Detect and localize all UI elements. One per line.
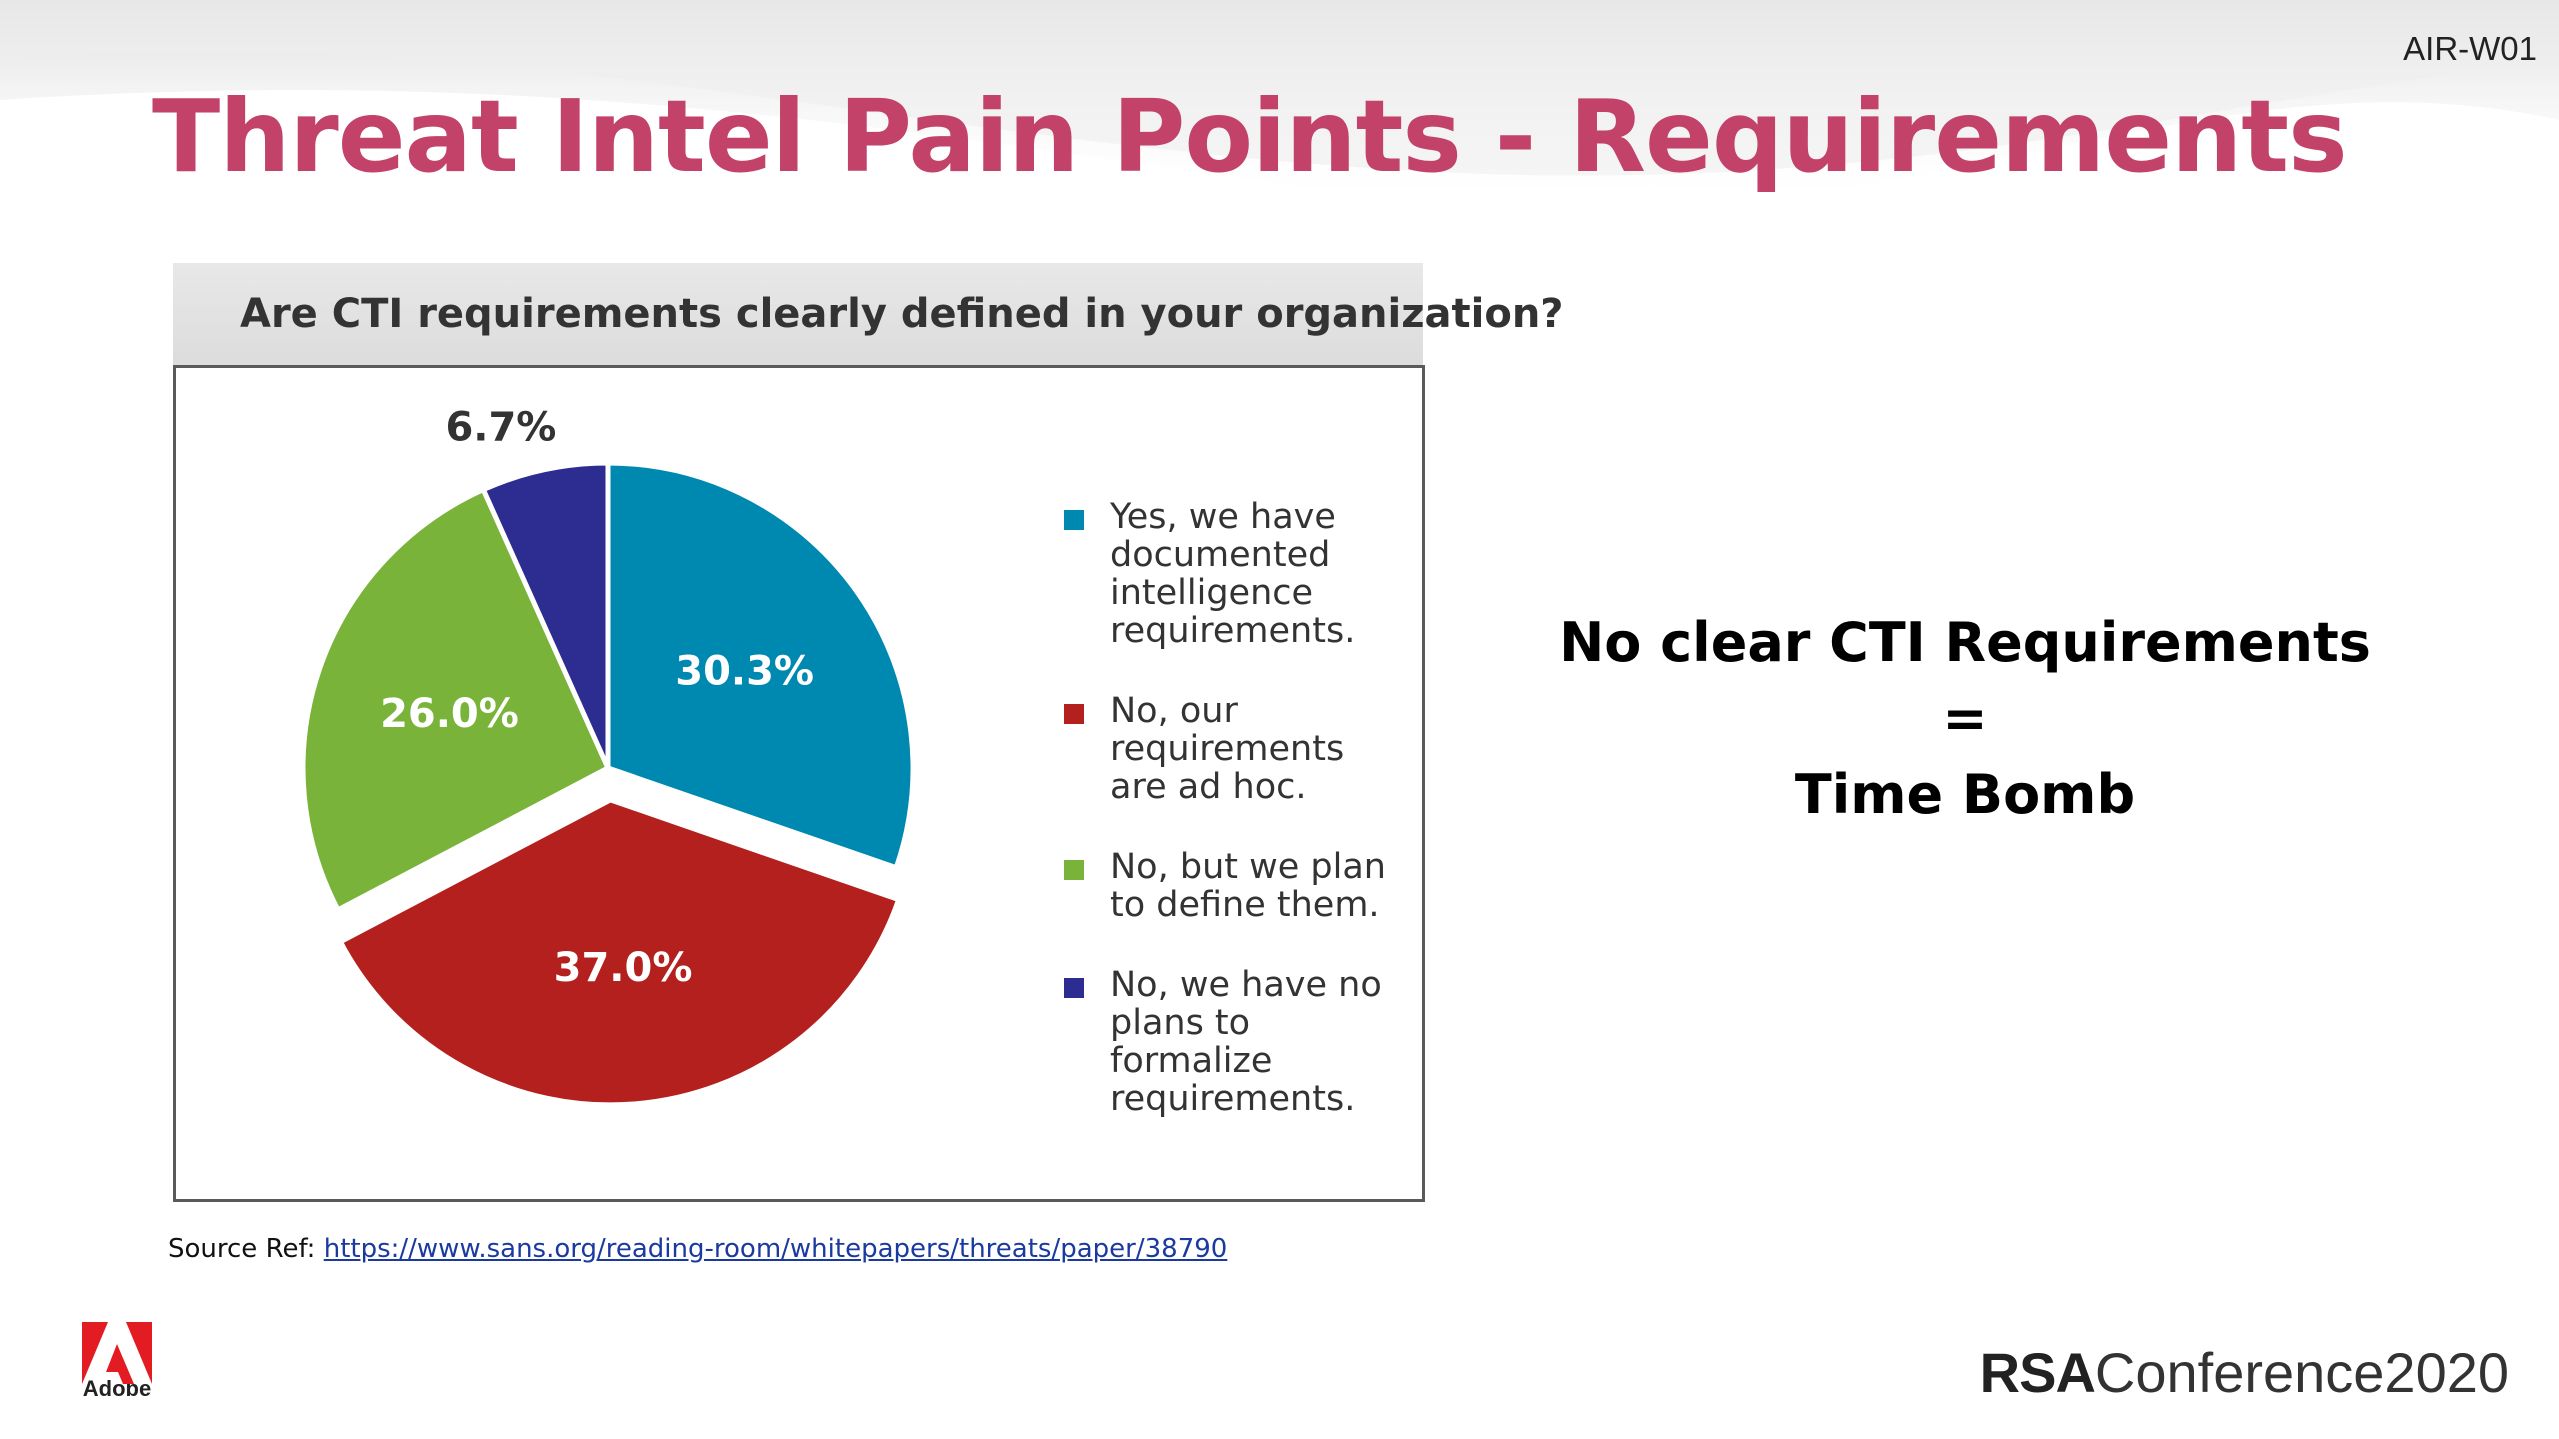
chart-title: Are CTI requirements clearly defined in … <box>240 291 1564 337</box>
pie-slice-label: 26.0% <box>380 691 519 737</box>
legend-swatch <box>1064 978 1084 998</box>
legend-item: No, we have no plans to formalize requir… <box>1064 966 1424 1118</box>
legend-label: No, we have no plans to formalize requir… <box>1110 965 1382 1119</box>
pie-plot: 30.3% 37.0% 26.0% 6.7% <box>300 404 916 1108</box>
legend-item: No, but we plan to define them. <box>1064 848 1424 924</box>
pie-slice <box>605 460 916 871</box>
source-reference: Source Ref: https://www.sans.org/reading… <box>168 1234 1227 1264</box>
pie-slice-label: 37.0% <box>554 945 693 991</box>
pie-slice <box>337 797 902 1108</box>
legend-label: No, our requirements are ad hoc. <box>1110 691 1345 807</box>
rsa-logo-bold: RSA <box>1979 1341 2096 1404</box>
legend-swatch <box>1064 860 1084 880</box>
chart-body: 30.3% 37.0% 26.0% 6.7% Yes, we have documen… <box>173 365 1425 1202</box>
rsa-logo-text: Conference2020 <box>2094 1341 2509 1404</box>
slide-title: Threat Intel Pain Points - Requirements <box>152 78 2348 195</box>
chart-header: Are CTI requirements clearly defined in … <box>173 263 1564 365</box>
legend-item: No, our requirements are ad hoc. <box>1064 692 1424 806</box>
session-code: AIR-W01 <box>2403 30 2537 67</box>
adobe-logo-icon <box>82 1322 152 1384</box>
legend-label: No, but we plan to define them. <box>1110 847 1386 925</box>
background-swoosh <box>0 0 2559 211</box>
legend-swatch <box>1064 510 1084 530</box>
callout-line-3: Time Bomb <box>1794 763 2136 826</box>
pie-slice <box>300 486 612 914</box>
rsa-conference-logo: RSAConference2020 <box>1980 1340 2509 1405</box>
source-link[interactable]: https://www.sans.org/reading-room/whitep… <box>323 1234 1228 1264</box>
legend-item: Yes, we have documented intelligence req… <box>1064 498 1424 650</box>
chart-legend: Yes, we have documented intelligence req… <box>1064 498 1424 1160</box>
source-prefix: Source Ref: <box>168 1234 316 1264</box>
pie-slice-label: 30.3% <box>675 649 814 695</box>
adobe-logo-text: Adobe <box>82 1376 152 1401</box>
legend-label: Yes, we have documented intelligence req… <box>1110 497 1356 651</box>
pie-slice <box>480 460 611 770</box>
callout-text: No clear CTI Requirements = Time Bomb <box>1540 605 2390 833</box>
pie-chart: Are CTI requirements clearly defined in … <box>173 263 1564 1202</box>
legend-swatch <box>1064 704 1084 724</box>
callout-line-2: = <box>1942 687 1988 750</box>
callout-line-1: No clear CTI Requirements <box>1559 611 2371 674</box>
pie-slice-label: 6.7% <box>445 404 556 450</box>
